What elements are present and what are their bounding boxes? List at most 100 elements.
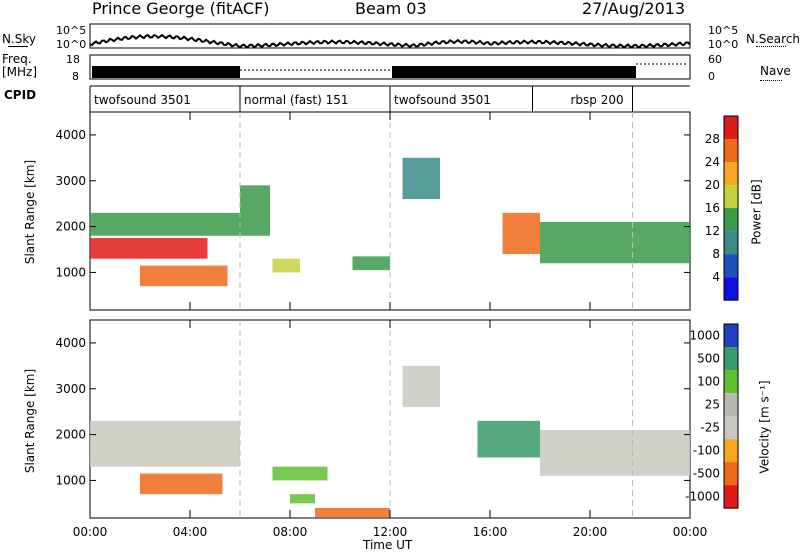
freq-panel-frame [89, 54, 691, 80]
power-ylabel: Slant Range [km] [23, 159, 38, 265]
colorbar-tick-label: 500 [697, 352, 720, 366]
colorbar-tick-label: -1000 [685, 490, 720, 504]
x-tick-label: 20:00 [573, 525, 608, 539]
velocity-heatmap-panel: 4000 3000 2000 1000 1000 500 100 25 -25 -100 -500 -… [55, 319, 739, 539]
data-region [352, 256, 390, 271]
y-tick-label: 4000 [55, 128, 86, 142]
data-region [477, 420, 540, 458]
data-region [140, 265, 228, 287]
freq-unit: [MHz] [2, 65, 38, 79]
colorbar-swatch [724, 116, 738, 140]
data-region [402, 365, 440, 408]
nsky-tick-high: 10^5 [56, 24, 87, 37]
data-region [240, 185, 270, 236]
data-region [140, 473, 223, 495]
y-tick-label: 3000 [55, 382, 86, 396]
colorbar-tick-label: 20 [705, 178, 720, 192]
colorbar-swatch [724, 277, 738, 301]
nave-tick-high: 60 [708, 53, 722, 66]
x-tick-label: 08:00 [273, 525, 308, 539]
x-tick-label: 04:00 [173, 525, 208, 539]
colorbar-tick-label: 100 [697, 375, 720, 389]
cpid-segment-label: twofsound 3501 [94, 93, 191, 107]
nsky-label: N.Sky [2, 32, 37, 46]
colorbar-swatch [724, 347, 738, 371]
colorbar-tick-label: -25 [700, 421, 720, 435]
y-tick-label: 4000 [55, 336, 86, 350]
freq-label: Freq. [2, 52, 32, 66]
colorbar-tick-label: -500 [693, 467, 720, 481]
data-region [315, 507, 390, 518]
colorbar-swatch [724, 416, 738, 440]
y-tick-label: 2000 [55, 220, 86, 234]
colorbar-tick-label: 28 [705, 132, 720, 146]
colorbar-swatch [724, 485, 738, 509]
x-axis-label: Time UT [363, 538, 413, 552]
cpid-segment-label: normal (fast) 151 [244, 93, 348, 107]
colorbar-swatch [724, 162, 738, 186]
nsearch-tick-high: 10^5 [708, 24, 739, 37]
x-tick-label: 12:00 [373, 525, 408, 539]
x-tick-label: 00:00 [73, 525, 108, 539]
data-region [272, 258, 300, 273]
nave-label: Nave [760, 64, 791, 78]
freq-bar-1 [92, 66, 240, 78]
colorbar-swatch [724, 370, 738, 394]
colorbar-tick-label: 1000 [689, 329, 720, 343]
nsearch-legend-line [756, 46, 786, 47]
cpid-label: CPID [4, 88, 37, 102]
nsearch-label: N.Search [746, 32, 800, 46]
cpid-segment-label: rbsp 200 [571, 93, 624, 107]
colorbar-swatch [724, 139, 738, 163]
y-tick-label: 1000 [55, 265, 86, 279]
nave-legend-line [760, 80, 782, 81]
colorbar-swatch [724, 393, 738, 417]
velocity-ylabel: Slant Range [km] [23, 368, 38, 474]
data-region [402, 157, 440, 200]
station-title: Prince George (fitACF) [92, 0, 270, 18]
power-colorbar-label: Power [dB] [749, 179, 764, 245]
colorbar-frame [723, 323, 739, 509]
colorbar-swatch [724, 462, 738, 486]
nsky-panel-frame [89, 23, 691, 49]
data-region [540, 222, 690, 264]
cpid-segment-label: twofsound 3501 [394, 93, 491, 107]
colorbar-swatch [724, 254, 738, 278]
nsky-legend-line [8, 46, 28, 47]
nsearch-tick-low: 10^0 [708, 38, 739, 51]
x-tick-label: 16:00 [473, 525, 508, 539]
colorbar-swatch [724, 231, 738, 255]
data-region [90, 238, 208, 259]
data-region [272, 466, 328, 481]
colorbar-tick-label: 24 [705, 155, 720, 169]
colorbar-tick-label: 4 [712, 270, 720, 284]
data-region [502, 212, 540, 255]
colorbar-tick-label: 12 [705, 224, 720, 238]
freq-bar-2 [392, 66, 636, 78]
nave-tick-low: 0 [708, 70, 715, 83]
colorbar-tick-label: 8 [712, 247, 720, 261]
colorbar-tick-label: 25 [705, 398, 720, 412]
data-region [90, 420, 240, 467]
colorbar-swatch [724, 324, 738, 348]
y-tick-label: 1000 [55, 473, 86, 487]
cpid-segments: twofsound 3501 normal (fast) 151 twofsound… [89, 86, 633, 112]
colorbar-swatch [724, 439, 738, 463]
beam-title: Beam 03 [355, 0, 427, 18]
power-heatmap-panel: 4000 3000 2000 1000 28 24 20 16 12 8 4 [55, 111, 739, 311]
data-region [290, 494, 315, 504]
y-tick-label: 3000 [55, 174, 86, 188]
colorbar-swatch [724, 208, 738, 232]
colorbar-swatch [724, 185, 738, 209]
freq-tick-high: 18 [66, 53, 80, 66]
x-tick-label: 00:00 [673, 525, 708, 539]
colorbar-tick-label: -100 [693, 444, 720, 458]
velocity-colorbar-label: Velocity [m s⁻¹] [757, 380, 772, 474]
colorbar-frame [723, 115, 739, 301]
y-tick-label: 2000 [55, 428, 86, 442]
date-title: 27/Aug/2013 [582, 0, 686, 18]
data-region [90, 212, 240, 236]
data-region [540, 430, 690, 476]
nsky-trace [89, 33, 691, 49]
